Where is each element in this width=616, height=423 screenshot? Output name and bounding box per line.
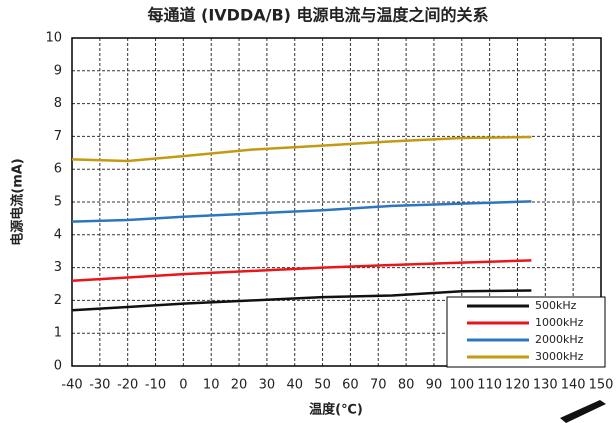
- x-tick-label: 80: [398, 378, 415, 393]
- y-tick-label: 6: [54, 162, 62, 177]
- x-tick-label: 60: [342, 378, 359, 393]
- x-tick-label: 20: [231, 378, 248, 393]
- x-tick-label: -20: [117, 378, 138, 393]
- legend-box: [446, 296, 606, 368]
- x-tick-label: 120: [505, 378, 530, 393]
- y-tick-label: 8: [54, 96, 62, 111]
- series-line: [71, 135, 532, 163]
- x-tick-label: -30: [89, 378, 110, 393]
- x-tick-label: 40: [286, 378, 303, 393]
- x-tick-label: 50: [314, 378, 331, 393]
- series-line: [71, 259, 532, 282]
- x-tick-label: 130: [533, 378, 558, 393]
- series-line: [71, 289, 532, 312]
- y-tick-label: 9: [54, 63, 62, 78]
- x-tick-label: 0: [179, 378, 187, 393]
- x-axis-title: 温度(℃): [309, 402, 363, 418]
- x-tick-label: 140: [561, 378, 586, 393]
- y-tick-label: 10: [45, 31, 62, 46]
- x-tick-label: 70: [370, 378, 387, 393]
- chart-title: 每通道 (IVDDA/B) 电源电流与温度之间的关系: [147, 6, 488, 25]
- legend-label: 2000kHz: [535, 333, 584, 346]
- x-tick-label: 30: [259, 378, 276, 393]
- x-tick-label: 100: [449, 378, 474, 393]
- x-tick-label: -40: [61, 378, 82, 393]
- x-tick-label: 110: [477, 378, 502, 393]
- plot-border: [71, 37, 602, 367]
- y-tick-label: 5: [54, 195, 62, 210]
- y-tick-label: 7: [54, 129, 62, 144]
- legend-label: 500kHz: [535, 299, 577, 312]
- y-tick-label: 4: [54, 227, 62, 242]
- legend-label: 1000kHz: [535, 316, 584, 329]
- y-axis-title: 电源电流(mA): [10, 158, 26, 246]
- y-tick-label: 0: [54, 359, 62, 374]
- series-line: [71, 200, 532, 223]
- legend-label: 3000kHz: [535, 350, 584, 363]
- y-tick-label: 1: [54, 326, 62, 341]
- x-tick-label: 150: [589, 378, 614, 393]
- x-tick-label: 90: [426, 378, 443, 393]
- x-tick-label: 10: [203, 378, 220, 393]
- x-tick-label: -10: [145, 378, 166, 393]
- y-tick-label: 3: [54, 260, 62, 275]
- decoration: [560, 400, 606, 423]
- y-tick-label: 2: [54, 293, 62, 308]
